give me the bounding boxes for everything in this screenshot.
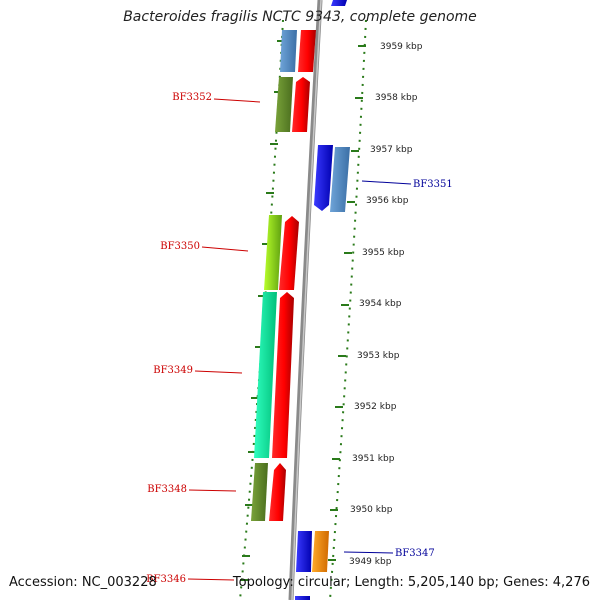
gene-bf3350-cog [264,215,282,290]
gene-bf3351-arrow [314,145,333,211]
scale-label: 3950 kbp [350,505,393,515]
gene-label: BF3351 [413,179,453,190]
gene-bf3350-arrow [279,216,299,290]
genome-backbone-highlight [291,0,322,600]
gene-bf3349-arrow [272,292,294,458]
gene-leader-line [187,578,235,581]
gene-label: BF3347 [395,548,435,559]
gene-label: BF3346 [146,574,186,585]
gene-labels: BF3352 BF3351 BF3350 BF3349 BF3348 BF3347 BF33… [146,92,453,585]
gene-bf3353-cog [280,30,297,72]
scale-label: 3954 kbp [359,299,402,309]
gene-label: BF3352 [172,92,212,103]
gene-bf3352-arrow [292,77,310,132]
scale-label: 3957 kbp [370,145,413,155]
scale-label: 3956 kbp [366,196,409,206]
accession-text: Accession: NC_003228 [9,575,157,590]
scale-label: 3949 kbp [349,557,392,567]
scale-label: 3953 kbp [357,351,400,361]
gene-label: BF3349 [153,365,193,376]
gene-top-reverse [331,0,347,6]
gene-bottom-blue [295,596,310,600]
scale-label: 3952 kbp [354,402,397,412]
gene-leader-line [213,98,261,103]
scale-label: 3955 kbp [362,248,405,258]
gene-leader-line [188,489,237,492]
genome-backbone [288,0,323,600]
gene-bf3351-cog [330,147,350,212]
gene-bf3347-cog [312,531,329,572]
gene-bf3348-cog [251,463,268,521]
gene-bf3352-cog [275,77,293,132]
gene-label: BF3348 [147,484,187,495]
gene-bf3349-cog [254,292,277,458]
gene-bf3353-arrow [298,30,316,72]
topology-text: Topology: circular; Length: 5,205,140 bp… [232,575,590,590]
scale-label: 3959 kbp [380,42,423,52]
gene-bf3347-arrow [296,531,312,572]
scale-label: 3951 kbp [352,454,395,464]
gene-leader-line [194,370,243,374]
gene-bf3348-arrow [269,463,286,521]
map-title: Bacteroides fragilis NCTC 9343, complete… [123,9,477,25]
inner-tick-rail [329,19,367,600]
gene-label: BF3350 [160,241,200,252]
gene-leader-line [361,180,412,185]
scale-labels: 3959 kbp 3958 kbp 3957 kbp 3956 kbp 3955 kbp… [349,42,423,567]
gene-leader-line [201,246,249,252]
scale-label: 3958 kbp [375,93,418,103]
gene-leader-line [343,551,394,554]
